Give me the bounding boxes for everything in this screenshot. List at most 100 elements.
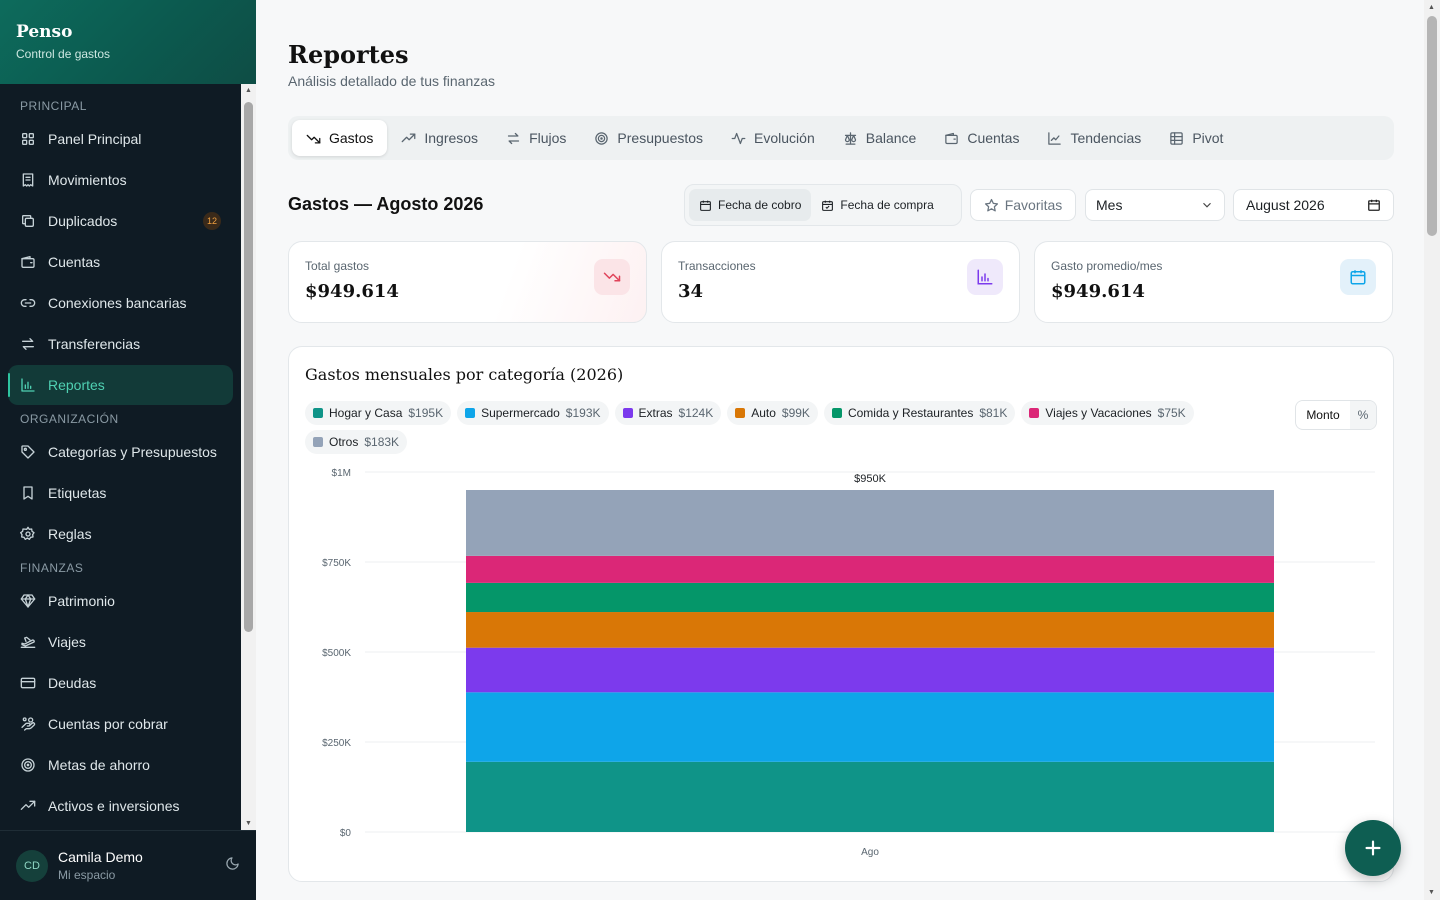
brand-title: Penso [16,22,73,42]
legend-amount: $195K [408,406,444,420]
star-icon [984,198,999,213]
scroll-down-arrow-icon[interactable]: ▼ [1428,889,1435,896]
favorites-label: Favoritas [1004,197,1063,213]
tab-cuentas[interactable]: Cuentas [930,120,1033,156]
sidebar-item-label: Reglas [48,526,92,542]
avatar[interactable]: CD [16,849,48,882]
fecha-de-compra-button[interactable]: Fecha de compra [811,189,943,221]
bar-chart-icon [20,377,36,393]
scroll-down-arrow-icon[interactable]: ▼ [245,820,252,827]
line-chart-icon [1047,131,1062,146]
sidebar-item-movimientos[interactable]: Movimientos [8,160,233,200]
legend-item[interactable]: Supermercado $193K [457,401,609,425]
sidebar-item-duplicados[interactable]: Duplicados 12 [8,201,233,241]
gem-icon [20,593,36,609]
scroll-up-arrow-icon[interactable]: ▲ [245,87,252,94]
legend-item[interactable]: Otros $183K [305,430,408,454]
tab-label: Pivot [1192,130,1224,146]
period-select[interactable]: Mes [1085,189,1225,221]
fecha-de-cobro-label: Fecha de cobro [718,198,802,212]
brand-subtitle: Control de gastos [16,47,111,61]
sidebar-item-cuentas-por-cobrar[interactable]: Cuentas por cobrar [8,704,233,744]
legend-item[interactable]: Extras $124K [614,401,722,425]
sidebar-item-transferencias[interactable]: Transferencias [8,324,233,364]
report-tabs: Gastos Ingresos Flujos Presupuestos Evolució… [288,116,1394,160]
bar-segment [466,647,1274,693]
transfer-icon [506,131,521,146]
brand[interactable]: Penso Control de gastos [0,0,256,84]
sidebar-item-label: Movimientos [48,172,127,188]
table-icon [1169,131,1184,146]
sidebar-item-viajes[interactable]: Viajes [8,622,233,662]
legend-item[interactable]: Comida y Restaurantes $81K [823,401,1016,425]
sidebar-item-reglas[interactable]: Reglas [8,514,233,554]
sidebar-item-categorias-y-presupuestos[interactable]: Categorías y Presupuestos [8,432,233,472]
sidebar-item-conexiones-bancarias[interactable]: Conexiones bancarias [8,283,233,323]
sidebar-scroll-thumb[interactable] [244,102,253,632]
sidebar-item-label: Cuentas [48,254,101,270]
month-picker[interactable]: August 2026 [1233,189,1394,221]
bar-total-label: $950K [854,473,886,485]
sidebar-item-deudas[interactable]: Deudas [8,663,233,703]
legend-amount: $99K [781,406,810,420]
page-scrollbar[interactable]: ▲ ▼ [1424,0,1440,900]
sidebar-scrollbar[interactable]: ▲ ▼ [241,84,256,830]
legend-amount: $193K [565,406,601,420]
tab-evolucion[interactable]: Evolución [717,120,829,156]
legend-name: Auto [751,406,776,420]
legend-name: Supermercado [481,406,560,420]
add-button[interactable] [1345,820,1401,876]
legend-swatch [313,437,323,447]
sidebar-item-patrimonio[interactable]: Patrimonio [8,581,233,621]
calendar-icon[interactable] [1367,198,1381,212]
tab-presupuestos[interactable]: Presupuestos [580,120,717,156]
tab-gastos[interactable]: Gastos [292,120,388,156]
period-select-value: Mes [1096,197,1123,213]
count-badge: 12 [203,212,221,230]
sidebar-item-label: Patrimonio [48,593,115,609]
kpi-value: $949.614 [1051,281,1145,302]
tab-pivot[interactable]: Pivot [1155,120,1237,156]
legend-item[interactable]: Auto $99K [727,401,818,425]
y-tick-label: $0 [340,828,352,839]
sidebar-item-etiquetas[interactable]: Etiquetas [8,473,233,513]
bar-segment [466,612,1274,648]
sidebar-item-label: Metas de ahorro [48,757,150,773]
tab-label: Cuentas [967,130,1020,146]
tab-ingresos[interactable]: Ingresos [387,120,492,156]
page-title: Reportes [288,40,409,69]
bar-segment [466,490,1274,556]
trending-up-icon [20,798,36,814]
kpi-label: Gasto promedio/mes [1051,259,1163,273]
calendar-icon [1340,259,1376,295]
receipt-icon [20,172,36,188]
sidebar-item-reportes[interactable]: Reportes [8,365,233,405]
bookmark-icon [20,485,36,501]
tab-label: Balance [865,130,917,146]
tab-balance[interactable]: Balance [829,120,931,156]
page-scroll-thumb[interactable] [1427,16,1437,236]
legend-swatch [735,408,746,418]
sidebar-item-activos-e-inversiones[interactable]: Activos e inversiones [8,786,233,826]
sidebar-item-metas-de-ahorro[interactable]: Metas de ahorro [8,745,233,785]
tab-tendencias[interactable]: Tendencias [1033,120,1155,156]
date-mode-toggle: Fecha de cobro Fecha de compra [684,184,962,226]
tab-flujos[interactable]: Flujos [492,120,580,156]
legend-item[interactable]: Hogar y Casa $195K [305,401,452,425]
sidebar-item-cuentas[interactable]: Cuentas [8,242,233,282]
user-panel[interactable]: CD Camila Demo Mi espacio [0,830,256,900]
moon-icon[interactable] [225,856,240,876]
scale-icon [843,131,858,146]
legend-item[interactable]: Viajes y Vacaciones $75K [1021,401,1194,425]
fecha-de-cobro-button[interactable]: Fecha de cobro [689,189,812,221]
sidebar-item-label: Reportes [48,377,105,393]
favorites-button[interactable]: Favoritas [970,189,1076,221]
scroll-up-arrow-icon[interactable]: ▲ [1428,4,1435,11]
sidebar-item-panel-principal[interactable]: Panel Principal [8,119,233,159]
percent-button[interactable]: % [1350,401,1376,429]
stacked-bar-chart: $0 $250K $500K $750K $1M $950K Ago [322,468,1375,858]
tab-label: Evolución [754,130,815,146]
kpi-gasto-promedio: Gasto promedio/mes $949.614 [1034,241,1393,323]
monto-button[interactable]: Monto [1296,401,1350,429]
hand-coins-icon [20,716,36,732]
